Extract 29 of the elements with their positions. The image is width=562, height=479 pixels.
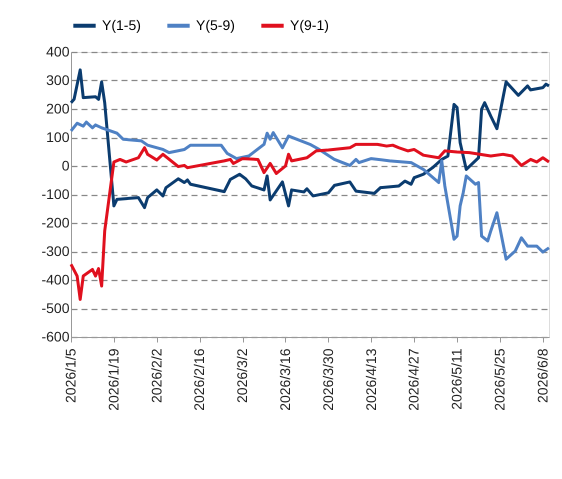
x-tick-label: 2026/3/2 [234, 348, 250, 403]
line-series [70, 142, 550, 301]
x-tick-label: 2026/4/27 [406, 348, 422, 411]
x-tick-label: 2026/4/13 [362, 348, 379, 411]
x-tick-label: 2026/2/16 [191, 348, 208, 411]
y-tick-label: -200 [41, 214, 70, 230]
y-tick-label: 300 [46, 72, 70, 88]
x-tick-label: 2026/3/16 [276, 348, 293, 411]
y-tick-label: 0 [62, 158, 70, 174]
y-tick-label: 200 [46, 100, 70, 116]
y-tick-label: -300 [41, 243, 70, 259]
y-tick-label: -400 [41, 272, 70, 288]
y-tick-label: 100 [46, 129, 70, 145]
x-tick-label: 2026/6/8 [534, 348, 550, 403]
line-series [70, 120, 550, 261]
line-series [70, 68, 550, 210]
x-tick-label: 2026/3/30 [320, 348, 336, 411]
y-tick-label: -500 [41, 300, 70, 316]
x-tick-label: 2026/5/11 [448, 348, 465, 410]
x-tick-label: 2026/2/2 [148, 348, 164, 403]
y-tick-label: -600 [41, 328, 70, 344]
y-tick-label: -100 [41, 186, 70, 202]
legend-label: Y(1-5) [102, 16, 141, 33]
legend-label: Y(9-1) [290, 16, 329, 33]
y-tick-label: 400 [46, 44, 70, 60]
x-tick-label: 2026/1/5 [62, 348, 78, 403]
x-tick-label: 2026/1/19 [105, 348, 122, 411]
legend-label: Y(5-9) [196, 16, 235, 33]
x-tick-label: 2026/5/25 [491, 348, 508, 411]
